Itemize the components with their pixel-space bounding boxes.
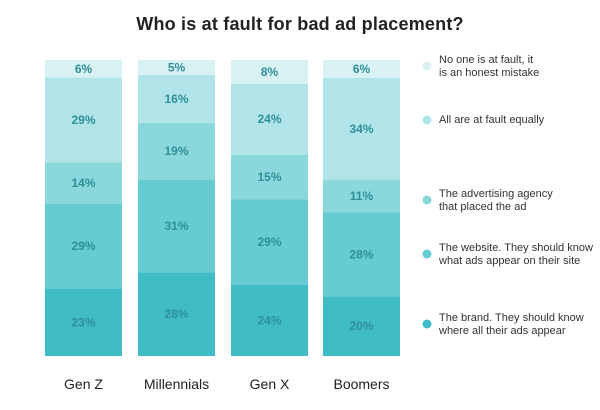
legend-swatch bbox=[422, 195, 432, 205]
bar-segment bbox=[231, 199, 308, 285]
legend-swatch bbox=[422, 319, 432, 329]
data-label: 34% bbox=[349, 122, 373, 136]
legend-label: No one is at fault, it is an honest mista… bbox=[439, 54, 539, 79]
bar-segment bbox=[138, 60, 215, 75]
data-label: 8% bbox=[261, 65, 279, 79]
data-label: 5% bbox=[168, 60, 186, 74]
bar-segment bbox=[323, 212, 400, 297]
bar-segment bbox=[45, 203, 122, 289]
bar-segment bbox=[231, 60, 308, 84]
data-label: 16% bbox=[164, 92, 188, 106]
bar-segment bbox=[138, 122, 215, 180]
category-label: Gen Z bbox=[64, 376, 103, 392]
data-label: 20% bbox=[349, 319, 373, 333]
legend: No one is at fault, it is an honest mista… bbox=[422, 54, 593, 337]
data-label: 29% bbox=[71, 239, 95, 253]
bar-segment bbox=[138, 74, 215, 123]
data-label: 6% bbox=[353, 62, 371, 76]
data-label: 6% bbox=[75, 62, 93, 76]
bar-segment bbox=[231, 284, 308, 356]
data-label: 23% bbox=[71, 315, 95, 329]
data-label: 15% bbox=[257, 170, 281, 184]
data-label: 29% bbox=[71, 113, 95, 127]
data-label: 11% bbox=[350, 189, 374, 203]
bar-segment bbox=[323, 296, 400, 356]
category-label: Gen X bbox=[250, 376, 290, 392]
chart-title: Who is at fault for bad ad placement? bbox=[136, 14, 464, 34]
bar-segment bbox=[45, 288, 122, 356]
legend-label: The brand. They should know where all the… bbox=[438, 312, 584, 337]
legend-label: The advertising agency that placed the ad bbox=[439, 188, 553, 213]
labels-layer: 23% 29% 14% 29% 6% 28% 31% 19% 16% 5% 24% 29% 15% 24%… bbox=[71, 60, 373, 333]
data-label: 14% bbox=[71, 176, 95, 190]
legend-label: All are at fault equally bbox=[439, 114, 545, 126]
bar-segment bbox=[45, 162, 122, 204]
bar-segment bbox=[231, 154, 308, 200]
category-label: Boomers bbox=[333, 376, 389, 392]
data-label: 31% bbox=[164, 219, 188, 233]
bar-segment bbox=[231, 83, 308, 155]
data-label: 19% bbox=[164, 144, 188, 158]
data-label: 24% bbox=[257, 112, 281, 126]
legend-swatch bbox=[422, 61, 432, 71]
legend-swatch bbox=[422, 249, 432, 259]
data-label: 29% bbox=[257, 235, 281, 249]
category-label: Millennials bbox=[144, 376, 209, 392]
bar-segment bbox=[45, 77, 122, 163]
legend-label: The website. They should know what ads ap… bbox=[438, 242, 593, 267]
category-axis: Gen Z Millennials Gen X Boomers bbox=[64, 376, 389, 392]
data-label: 24% bbox=[257, 313, 281, 327]
legend-swatch bbox=[422, 115, 432, 125]
data-label: 28% bbox=[164, 307, 188, 321]
bar-segment bbox=[138, 179, 215, 273]
data-label: 28% bbox=[349, 247, 373, 261]
bar-segment bbox=[138, 272, 215, 356]
bar-segment bbox=[323, 77, 400, 180]
bar-segment bbox=[45, 60, 122, 78]
bar-segment bbox=[323, 60, 400, 78]
bars-layer bbox=[45, 60, 400, 356]
bar-segment bbox=[323, 179, 400, 213]
